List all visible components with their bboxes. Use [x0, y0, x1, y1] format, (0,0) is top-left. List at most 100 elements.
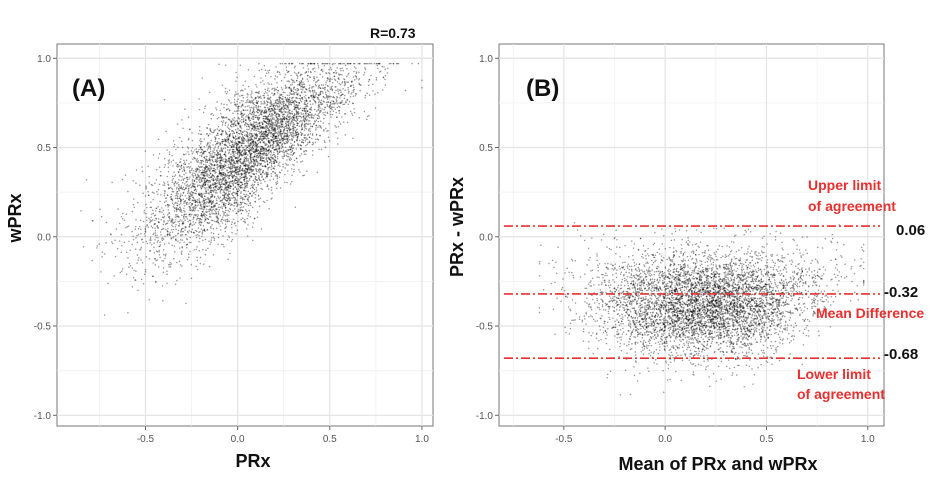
panel-a-data-point: [314, 141, 317, 144]
panel-a-data-point: [309, 76, 312, 79]
panel-a-data-point: [219, 190, 222, 192]
panel-a-data-point: [201, 176, 203, 179]
panel-a-data-point: [333, 106, 335, 109]
panel-a-data-point: [243, 189, 245, 192]
panel-a-data-point: [354, 95, 357, 97]
panel-a-data-point: [342, 121, 345, 123]
panel-a-data-point: [267, 118, 270, 120]
panel-a-data-point: [257, 152, 260, 154]
panel-a-data-point: [197, 150, 200, 153]
panel-a-data-point: [255, 100, 258, 102]
panel-a-data-point: [229, 204, 232, 207]
panel-a-data-point: [240, 94, 243, 97]
panel-a-data-point: [191, 224, 194, 226]
panel-a-data-point: [176, 165, 178, 167]
panel-a-data-point: [236, 229, 238, 231]
panel-a-data-point: [187, 220, 189, 223]
panel-a-data-point: [270, 186, 273, 188]
panel-a-data-point: [175, 194, 177, 197]
panel-a-data-point: [261, 135, 264, 137]
panel-a-data-point: [301, 122, 304, 124]
panel-a-data-point: [350, 80, 353, 83]
panel-a-data-point: [185, 172, 187, 174]
panel-a-data-point: [282, 95, 284, 98]
panel-a-data-point: [266, 199, 268, 202]
panel-a-data-point: [284, 127, 286, 130]
panel-a-data-point: [166, 233, 169, 235]
panel-a-data-point: [260, 109, 262, 111]
panel-a-data-point: [280, 147, 283, 149]
panel-a-data-point: [181, 146, 184, 149]
panel-a-data-point: [214, 169, 217, 171]
panel-a-data-point: [277, 152, 279, 155]
panel-a-data-point: [268, 124, 270, 126]
panel-a-data-point: [300, 124, 303, 127]
panel-a-data-point: [221, 142, 224, 145]
panel-a-data-point: [255, 173, 258, 175]
panel-a-data-point: [320, 127, 323, 129]
panel-a-data-point: [216, 199, 218, 202]
panel-a-data-point: [268, 83, 270, 86]
panel-a-data-point: [198, 175, 200, 177]
panel-a-data-point: [209, 191, 211, 193]
panel-a-data-point: [289, 112, 292, 114]
panel-a-data-point: [287, 80, 290, 82]
panel-a-data-point: [286, 94, 289, 97]
panel-a-data-point: [176, 186, 178, 189]
panel-a-data-point: [287, 86, 290, 89]
panel-a-data-point: [275, 183, 278, 186]
panel-a-data-point: [298, 168, 300, 171]
panel-a-data-point: [274, 155, 276, 158]
panel-a-data-point: [235, 129, 237, 131]
panel-a-data-point: [229, 197, 231, 199]
panel-a-data-point: [231, 118, 234, 120]
panel-a-data-point: [235, 201, 238, 204]
panel-a-data-point: [211, 178, 213, 181]
panel-a-data-point: [259, 113, 262, 115]
panel-a-data-point: [208, 210, 211, 213]
panel-a-data-point: [230, 153, 232, 155]
panel-a-data-point: [185, 302, 187, 305]
panel-a-data-point: [180, 234, 182, 236]
panel-a-data-point: [246, 186, 248, 188]
panel-a-data-point: [231, 133, 234, 135]
panel-a-data-point: [263, 159, 265, 162]
panel-a-data-point: [259, 137, 262, 140]
panel-a-data-point: [317, 107, 320, 109]
panel-a-data-point: [220, 167, 222, 170]
panel-a-data-point: [202, 239, 204, 241]
panel-a-data-point: [318, 124, 320, 127]
panel-a-data-point: [229, 252, 231, 255]
panel-a-data-point: [293, 108, 296, 110]
panel-a-data-point: [169, 186, 172, 189]
panel-a-data-point: [359, 90, 361, 92]
panel-a-data-point: [168, 216, 170, 218]
panel-a-data-point: [261, 139, 263, 142]
panel-a-data-point: [159, 231, 162, 233]
panel-a-data-point: [289, 124, 292, 126]
panel-a-data-point: [200, 188, 203, 190]
panel-a-data-point: [275, 113, 278, 115]
panel-a-data-point: [298, 108, 301, 110]
panel-a-data-point: [256, 111, 259, 113]
panel-a-data-point: [194, 188, 197, 191]
panel-a-data-point: [272, 105, 275, 107]
panel-a-data-point: [265, 142, 267, 145]
panel-a-data-point: [384, 75, 387, 77]
panel-a-data-point: [232, 159, 235, 161]
panel-a-data-point: [114, 255, 117, 258]
panel-a-data-point: [290, 74, 292, 77]
panel-a-data-point: [386, 72, 389, 74]
panel-a-data-point: [276, 131, 278, 134]
panel-a-data-point: [234, 120, 237, 122]
panel-a-data-point: [304, 127, 307, 129]
panel-a-data-point: [305, 136, 307, 139]
panel-a-data-point: [324, 114, 326, 117]
panel-a-data-point: [149, 206, 152, 209]
panel-a-data-point: [149, 237, 152, 240]
panel-a-data-point: [307, 128, 310, 131]
panel-a-data-point: [256, 150, 259, 153]
panel-a-data-point: [177, 220, 179, 223]
panel-a-data-point: [170, 198, 173, 200]
panel-a-data-point: [271, 92, 273, 94]
